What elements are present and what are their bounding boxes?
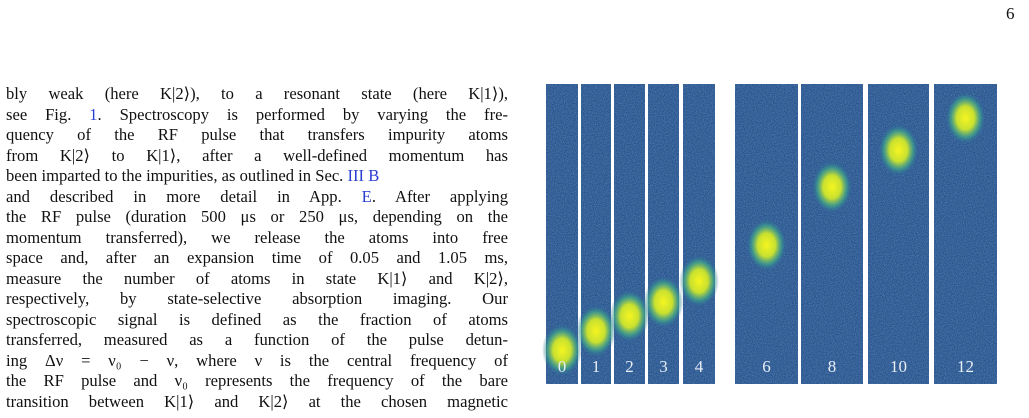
panel-label: 2 <box>625 357 634 376</box>
text-segment: the RF pulse and ν₀ represents the frequ… <box>6 371 508 390</box>
text-line: bly weak (here K|2⟩), to a resonant stat… <box>6 84 508 105</box>
text-segment: respectively, by state-selective absorpt… <box>6 289 508 308</box>
text-segment: . Spectroscopy is performed by varying t… <box>97 104 508 124</box>
text-segment: . After applying <box>371 186 508 206</box>
text-line: spectroscopic signal is defined as the f… <box>6 310 508 331</box>
atom-cloud <box>878 124 919 176</box>
page-number: 6 <box>1006 4 1015 23</box>
atom-cloud <box>746 219 787 271</box>
text-line: transition between K|1⟩ and K|2⟩ at the … <box>6 392 508 413</box>
image-strip-noise <box>683 84 715 384</box>
text-line: ing Δν = ν₀ − ν, where ν is the central … <box>6 351 508 372</box>
atom-cloud <box>576 305 616 357</box>
text-segment: the RF pulse (duration 500 μs or 250 μs,… <box>6 207 508 226</box>
text-segment: transition between K|1⟩ and K|2⟩ at the … <box>6 391 508 411</box>
text-line: space and, after an expansion time of 0.… <box>6 248 508 269</box>
text-line: from K|2⟩ to K|1⟩, after a well-defined … <box>6 146 508 167</box>
text-line: been imparted to the impurities, as outl… <box>6 166 508 187</box>
panel-label: 8 <box>828 357 837 376</box>
panel-label: 6 <box>762 357 771 376</box>
text-line: the RF pulse (duration 500 μs or 250 μs,… <box>6 207 508 228</box>
image-strip-noise <box>648 84 679 384</box>
text-segment: spectroscopic signal is defined as the f… <box>6 309 508 329</box>
reference-link[interactable]: III B <box>347 166 380 185</box>
panel-label: 10 <box>890 357 907 376</box>
text-line: see Fig. 1. Spectroscopy is performed by… <box>6 105 508 126</box>
text-segment: transferred, measured as a function of t… <box>6 330 508 349</box>
text-segment: momentum transferred), we release the at… <box>6 227 508 247</box>
atom-cloud <box>945 92 986 144</box>
text-segment: been imparted to the impurities, as outl… <box>6 166 348 185</box>
atom-cloud <box>812 161 852 213</box>
atom-cloud <box>542 324 582 376</box>
body-text: bly weak (here K|2⟩), to a resonant stat… <box>6 84 508 412</box>
text-line: measure the number of atoms in state K|1… <box>6 269 508 290</box>
panel-label: 3 <box>659 357 668 376</box>
image-strip-noise <box>801 84 863 384</box>
atom-cloud <box>643 276 684 328</box>
panel-label: 4 <box>695 357 704 376</box>
reference-link[interactable]: 1 <box>89 104 98 124</box>
text-segment: from K|2⟩ to K|1⟩, after a well-defined … <box>6 145 508 165</box>
text-segment: quency of the RF pulse that transfers im… <box>6 125 508 144</box>
text-segment: see Fig. <box>6 104 90 124</box>
text-line: transferred, measured as a function of t… <box>6 330 508 351</box>
text-segment: bly weak (here K|2⟩), to a resonant stat… <box>6 84 508 103</box>
atom-cloud <box>679 255 719 307</box>
text-line: respectively, by state-selective absorpt… <box>6 289 508 310</box>
reference-link[interactable]: E <box>361 186 372 206</box>
panel-label: 12 <box>957 357 974 376</box>
text-line: momentum transferred), we release the at… <box>6 228 508 249</box>
text-line: the RF pulse and ν₀ represents the frequ… <box>6 371 508 392</box>
panel-label: 0 <box>558 357 567 376</box>
panel-label: 1 <box>592 357 601 376</box>
text-segment: measure the number of atoms in state K|1… <box>6 268 508 288</box>
atom-cloud <box>609 290 650 342</box>
text-segment: and described in more detail in App. <box>6 186 362 206</box>
text-line: and described in more detail in App. E. … <box>6 187 508 208</box>
text-segment: space and, after an expansion time of 0.… <box>6 248 508 267</box>
text-line: quency of the RF pulse that transfers im… <box>6 125 508 146</box>
text-segment: ing Δν = ν₀ − ν, where ν is the central … <box>6 350 508 370</box>
